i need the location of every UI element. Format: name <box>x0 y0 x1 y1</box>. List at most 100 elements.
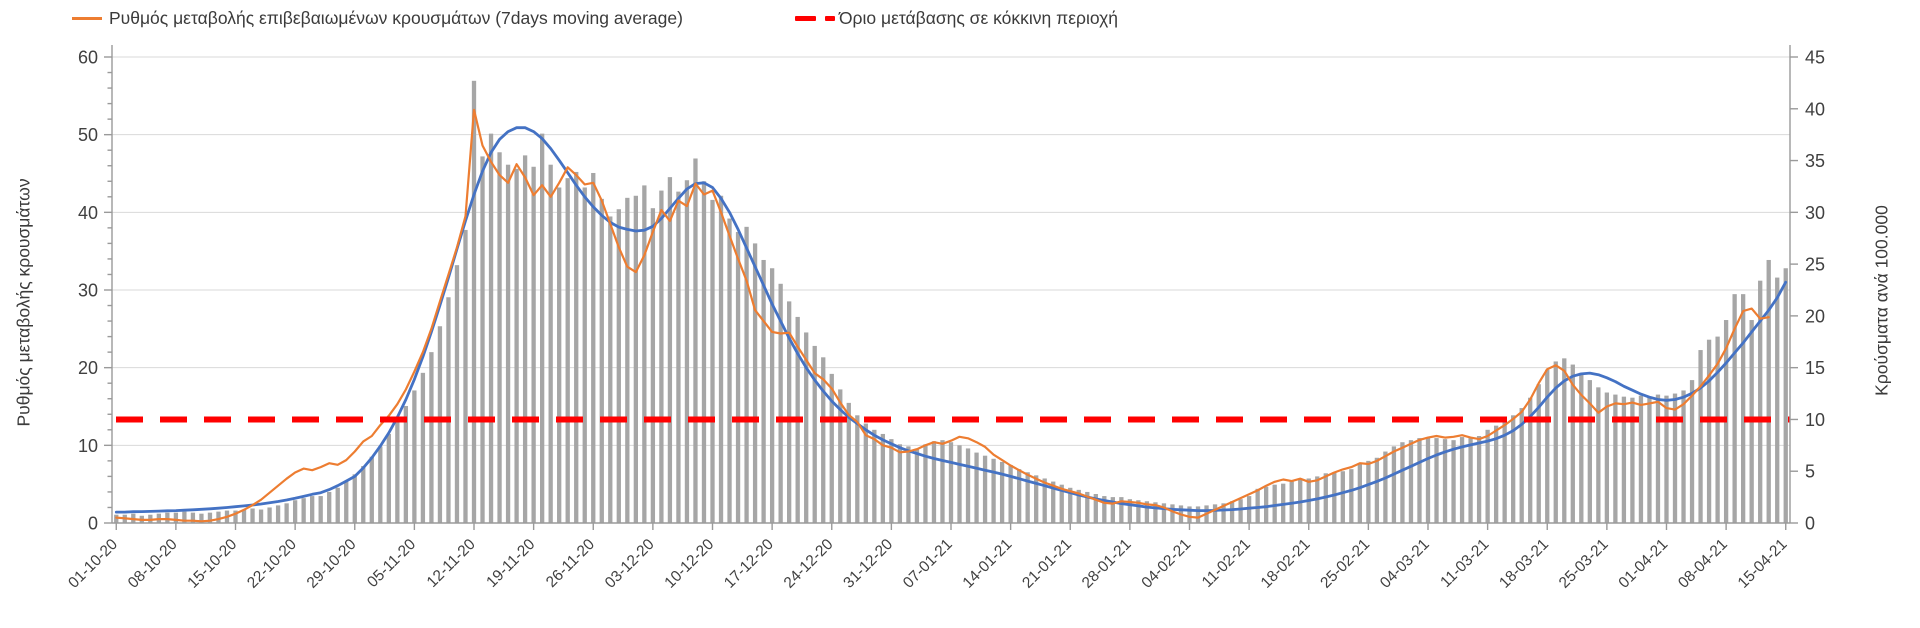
bar <box>982 455 988 523</box>
bar <box>1187 506 1192 523</box>
bar <box>165 512 170 523</box>
x-axis-tick-label: 07-01-21 <box>900 536 956 592</box>
bar <box>1715 336 1720 523</box>
moving-average-line <box>115 108 1770 523</box>
bar <box>1051 481 1056 523</box>
bar <box>531 166 536 523</box>
x-axis-tick-label: 10-12-20 <box>661 536 717 592</box>
bar <box>1016 469 1022 523</box>
bar <box>650 208 656 524</box>
bar <box>880 433 886 523</box>
bar <box>1621 396 1627 523</box>
bar <box>1110 497 1115 523</box>
bar <box>1459 437 1465 523</box>
bar <box>752 243 758 523</box>
x-axis-tick-label: 01-10-20 <box>65 536 121 592</box>
right-axis-title: Κρούσματα ανά 100.000 <box>1871 205 1892 396</box>
bar <box>1587 380 1592 523</box>
x-axis-tick-label: 25-02-21 <box>1317 536 1373 592</box>
bar <box>505 164 511 523</box>
bar <box>710 199 715 523</box>
bar <box>1502 420 1507 523</box>
x-axis-tick-label: 29-10-20 <box>304 536 360 592</box>
x-axis-tick-label: 18-02-21 <box>1258 536 1314 592</box>
bar <box>1408 440 1414 523</box>
bar <box>522 155 528 523</box>
bar <box>940 440 945 523</box>
x-axis-tick-label: 03-12-20 <box>602 536 658 592</box>
bar <box>889 439 894 523</box>
bar <box>1221 503 1226 523</box>
bar <box>1119 497 1124 523</box>
bar <box>1332 472 1337 523</box>
bar <box>1059 484 1064 523</box>
bar <box>1476 436 1482 523</box>
bar <box>369 456 374 523</box>
bar <box>1255 488 1260 523</box>
bar <box>386 433 391 523</box>
bar <box>608 216 613 523</box>
left-axis-tick-label: 30 <box>78 281 98 301</box>
bar <box>1485 429 1490 523</box>
left-axis-tick-label: 40 <box>78 203 98 223</box>
bar <box>1076 489 1081 523</box>
bar <box>1528 397 1533 523</box>
bar <box>437 326 443 523</box>
bar <box>1519 408 1524 523</box>
bar <box>292 500 298 523</box>
bar <box>1195 506 1201 523</box>
right-axis-tick-label: 15 <box>1805 358 1825 378</box>
right-axis-tick-label: 10 <box>1805 410 1825 430</box>
bar <box>378 446 383 523</box>
bar <box>787 301 792 523</box>
chart-legend: Ρυθμός μεταβολής επιβεβαιωμένων κρουσμάτ… <box>0 6 1920 38</box>
bar <box>1647 396 1652 523</box>
bar <box>574 171 579 524</box>
bar <box>1366 460 1371 523</box>
bar <box>497 152 502 523</box>
bar <box>1144 501 1150 523</box>
bar <box>1025 472 1030 523</box>
bar <box>1238 499 1243 523</box>
bar <box>344 481 349 523</box>
bar <box>352 474 357 523</box>
bar <box>633 195 638 523</box>
bar <box>735 232 741 523</box>
x-axis-tick-label: 28-01-21 <box>1079 536 1135 592</box>
bar <box>838 389 843 523</box>
bar <box>957 445 962 523</box>
bar <box>1766 259 1771 523</box>
right-axis-tick-label: 35 <box>1805 151 1825 171</box>
left-axis-tick-label: 0 <box>88 514 98 534</box>
x-axis-tick-label: 15-10-20 <box>184 536 240 592</box>
bar <box>1349 469 1354 523</box>
left-axis-tick-label: 60 <box>78 48 98 68</box>
bar <box>846 402 851 523</box>
bar <box>948 442 954 523</box>
bar <box>1383 451 1388 523</box>
bar <box>744 226 749 523</box>
bar <box>599 198 604 524</box>
bar <box>548 164 553 523</box>
x-axis-tick-label: 26-11-20 <box>543 536 598 591</box>
bar <box>1672 393 1678 523</box>
x-axis-tick-label: 22-10-20 <box>244 536 300 592</box>
bar <box>923 444 928 523</box>
bar <box>1698 350 1703 523</box>
bar <box>190 512 196 523</box>
bar <box>258 509 264 523</box>
bar <box>999 461 1005 523</box>
bar <box>565 178 570 523</box>
right-axis-tick-label: 30 <box>1805 203 1825 223</box>
bar <box>1570 364 1575 523</box>
bar <box>557 187 562 524</box>
bar <box>1102 496 1107 523</box>
bar <box>114 514 119 523</box>
bar <box>1085 491 1090 523</box>
bar <box>233 510 238 523</box>
bar <box>1391 446 1397 523</box>
legend-item-moving-average: Ρυθμός μεταβολής επιβεβαιωμένων κρουσμάτ… <box>72 8 683 29</box>
bar <box>1596 387 1601 523</box>
bar <box>1638 395 1644 523</box>
